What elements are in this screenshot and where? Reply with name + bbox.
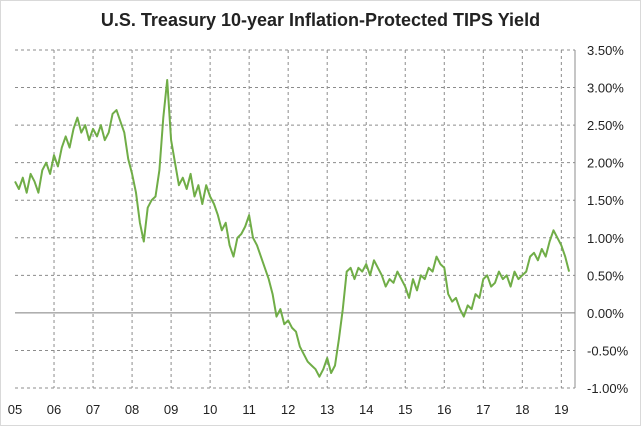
x-tick-label: 18	[515, 402, 529, 417]
x-tick-label: 15	[398, 402, 412, 417]
x-tick-label: 07	[86, 402, 100, 417]
axes	[15, 50, 576, 388]
y-tick-label: 3.50%	[587, 43, 624, 58]
y-tick-label: 0.50%	[587, 268, 624, 283]
x-tick-label: 16	[437, 402, 451, 417]
grid	[15, 49, 575, 389]
x-tick-label: 14	[359, 402, 373, 417]
series-layer	[14, 79, 571, 378]
y-tick-label: 1.50%	[587, 193, 624, 208]
x-tick-label: 12	[281, 402, 295, 417]
y-tick-label: 2.00%	[587, 156, 624, 171]
chart-title: U.S. Treasury 10-year Inflation-Protecte…	[100, 10, 541, 30]
y-tick-label: -0.50%	[587, 343, 629, 358]
y-tick-label: 3.00%	[587, 81, 624, 96]
y-tick-label: 1.00%	[587, 231, 624, 246]
x-tick-label: 05	[8, 402, 22, 417]
x-tick-label: 10	[203, 402, 217, 417]
x-tick-label: 11	[242, 402, 256, 417]
series-line	[14, 79, 571, 378]
x-tick-label: 17	[476, 402, 490, 417]
x-tick-label: 09	[164, 402, 178, 417]
y-tick-label: 0.00%	[587, 306, 624, 321]
y-tick-label: -1.00%	[587, 381, 629, 396]
x-tick-label: 08	[125, 402, 139, 417]
x-tick-label: 19	[554, 402, 568, 417]
x-tick-label: 06	[47, 402, 61, 417]
y-tick-label: 2.50%	[587, 118, 624, 133]
x-tick-label: 13	[320, 402, 334, 417]
tick-labels: 3.50% 3.00% 2.50% 2.00% 1.50% 1.00% 0.50% 0.00%…	[8, 43, 629, 417]
